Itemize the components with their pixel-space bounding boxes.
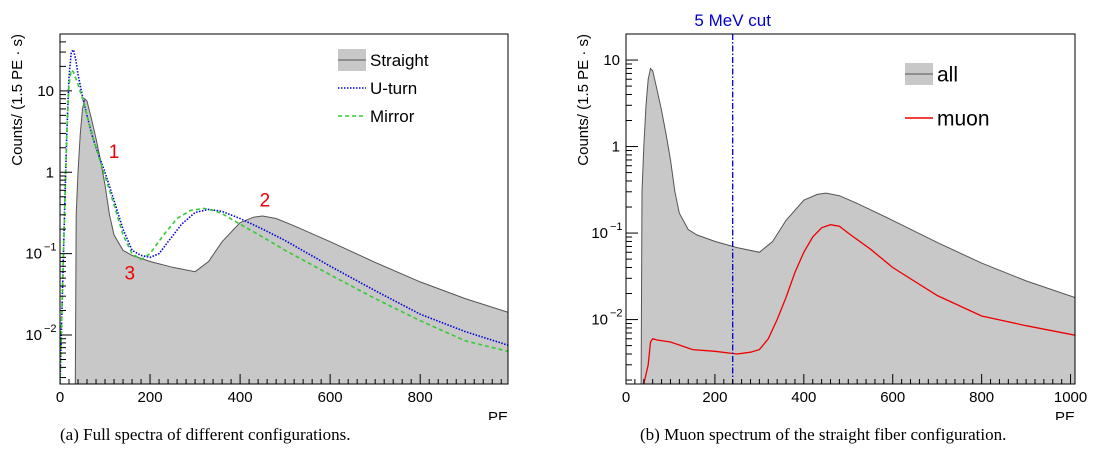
plot-area xyxy=(626,67,1075,384)
caption-a: (a) Full spectra of different configurat… xyxy=(60,425,351,444)
y-axis-label: Counts/ (1.5 PE · s) xyxy=(9,34,26,166)
series-fill-straight xyxy=(60,98,508,384)
y-tick-label: 10 xyxy=(25,327,42,344)
y-tick-exponent: −1 xyxy=(610,221,623,233)
x-tick-label: 400 xyxy=(228,389,253,406)
x-axis-label: PE xyxy=(1055,409,1075,420)
annotation-label: 1 xyxy=(109,142,120,163)
y-tick-exponent: −2 xyxy=(44,323,57,335)
y-tick-label: 10 xyxy=(591,225,608,242)
y-axis-label: Counts/ (1.5 PE · s) xyxy=(575,34,592,166)
caption-b: (b) Muon spectrum of the straight fiber … xyxy=(640,425,1007,444)
legend: Straight U-turn Mirror xyxy=(338,49,429,126)
legend-label-muon: muon xyxy=(937,108,990,131)
y-tick-label: 10 xyxy=(591,312,608,329)
series-fill-all xyxy=(626,68,1075,384)
y-tick-label: 1 xyxy=(46,164,54,181)
x-tick-label: 400 xyxy=(791,389,816,406)
x-tick-label: 800 xyxy=(408,389,433,406)
x-tick-label: 200 xyxy=(138,389,163,406)
plot-frame xyxy=(625,33,1076,385)
series-line-all xyxy=(626,67,1075,384)
legend-label-mirror: Mirror xyxy=(370,107,415,126)
y-tick-label: 10 xyxy=(603,52,620,69)
x-tick-label: 200 xyxy=(702,389,727,406)
x-tick-label: 600 xyxy=(318,389,343,406)
legend-label-all: all xyxy=(937,64,958,87)
legend-label-u-turn: U-turn xyxy=(370,79,417,98)
x-tick-label: 1000 xyxy=(1054,389,1087,406)
legend-label-straight: Straight xyxy=(370,51,429,70)
series-line-mirror xyxy=(60,68,508,384)
annotation-label: 3 xyxy=(124,264,135,285)
plot-area xyxy=(60,48,508,384)
legend: all muon xyxy=(905,63,990,131)
x-tick-label: 0 xyxy=(56,389,64,406)
y-tick-label: 10 xyxy=(25,246,42,263)
series-line-u-turn xyxy=(60,48,508,384)
x-axis-label: PE xyxy=(488,409,508,420)
series-line-straight xyxy=(60,97,508,384)
y-tick-label: 10 xyxy=(37,83,54,100)
reference-line-label: 5 MeV cut xyxy=(694,11,771,30)
series-line-muon xyxy=(643,224,1075,384)
annotation-label: 2 xyxy=(260,190,271,211)
plot-frame xyxy=(59,33,509,385)
x-tick-label: 800 xyxy=(969,389,994,406)
y-tick-exponent: −1 xyxy=(44,242,57,254)
x-tick-label: 0 xyxy=(622,389,630,406)
y-tick-label: 1 xyxy=(612,139,620,156)
y-tick-exponent: −2 xyxy=(610,308,623,320)
x-tick-label: 600 xyxy=(880,389,905,406)
